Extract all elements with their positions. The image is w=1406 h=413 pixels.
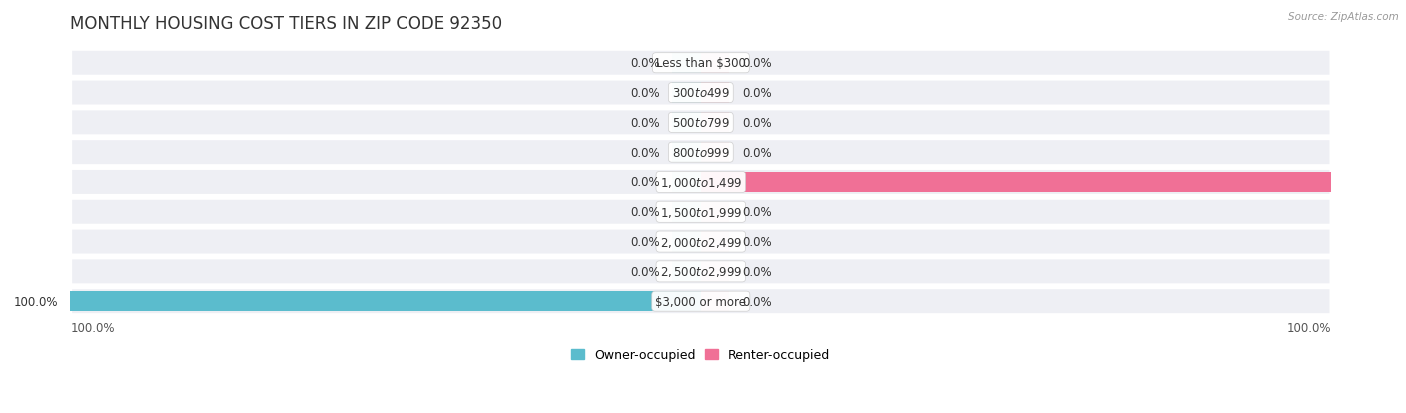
Legend: Owner-occupied, Renter-occupied: Owner-occupied, Renter-occupied bbox=[567, 343, 835, 366]
FancyBboxPatch shape bbox=[70, 109, 1331, 137]
FancyBboxPatch shape bbox=[70, 50, 1331, 77]
Text: 0.0%: 0.0% bbox=[630, 235, 659, 249]
Bar bbox=[700, 261, 730, 282]
Text: 100.0%: 100.0% bbox=[70, 322, 115, 335]
Bar bbox=[672, 113, 700, 133]
Bar bbox=[700, 83, 730, 103]
Text: MONTHLY HOUSING COST TIERS IN ZIP CODE 92350: MONTHLY HOUSING COST TIERS IN ZIP CODE 9… bbox=[70, 15, 502, 33]
FancyBboxPatch shape bbox=[70, 80, 1331, 107]
Text: $2,000 to $2,499: $2,000 to $2,499 bbox=[659, 235, 742, 249]
FancyBboxPatch shape bbox=[70, 139, 1331, 166]
Bar bbox=[700, 54, 730, 74]
Text: 0.0%: 0.0% bbox=[630, 176, 659, 189]
Text: 0.0%: 0.0% bbox=[630, 87, 659, 100]
Text: 100.0%: 100.0% bbox=[1286, 322, 1331, 335]
Text: $1,500 to $1,999: $1,500 to $1,999 bbox=[659, 205, 742, 219]
Text: Source: ZipAtlas.com: Source: ZipAtlas.com bbox=[1288, 12, 1399, 22]
Bar bbox=[672, 232, 700, 252]
Text: 0.0%: 0.0% bbox=[742, 116, 772, 130]
Text: 0.0%: 0.0% bbox=[742, 57, 772, 70]
Bar bbox=[70, 291, 700, 311]
Bar bbox=[672, 172, 700, 192]
Bar bbox=[700, 232, 730, 252]
Text: $300 to $499: $300 to $499 bbox=[672, 87, 730, 100]
Text: 0.0%: 0.0% bbox=[742, 146, 772, 159]
FancyBboxPatch shape bbox=[70, 169, 1331, 196]
Text: 0.0%: 0.0% bbox=[630, 206, 659, 219]
Text: 0.0%: 0.0% bbox=[742, 235, 772, 249]
Text: 0.0%: 0.0% bbox=[742, 265, 772, 278]
Text: $2,500 to $2,999: $2,500 to $2,999 bbox=[659, 265, 742, 279]
Bar bbox=[672, 54, 700, 74]
Text: $500 to $799: $500 to $799 bbox=[672, 116, 730, 130]
FancyBboxPatch shape bbox=[70, 288, 1331, 315]
Text: 0.0%: 0.0% bbox=[742, 206, 772, 219]
Bar bbox=[700, 142, 730, 163]
Bar bbox=[672, 202, 700, 222]
FancyBboxPatch shape bbox=[70, 258, 1331, 285]
Text: 0.0%: 0.0% bbox=[630, 265, 659, 278]
Text: 0.0%: 0.0% bbox=[742, 87, 772, 100]
Text: 100.0%: 100.0% bbox=[13, 295, 58, 308]
Bar bbox=[672, 83, 700, 103]
Text: $1,000 to $1,499: $1,000 to $1,499 bbox=[659, 176, 742, 190]
Text: 0.0%: 0.0% bbox=[742, 295, 772, 308]
Text: $3,000 or more: $3,000 or more bbox=[655, 295, 747, 308]
Bar bbox=[700, 113, 730, 133]
Text: 100.0%: 100.0% bbox=[1344, 176, 1393, 189]
Bar bbox=[672, 261, 700, 282]
Text: 0.0%: 0.0% bbox=[630, 116, 659, 130]
Bar bbox=[700, 202, 730, 222]
Bar bbox=[700, 291, 730, 311]
Text: 0.0%: 0.0% bbox=[630, 57, 659, 70]
Text: Less than $300: Less than $300 bbox=[655, 57, 745, 70]
Bar bbox=[672, 142, 700, 163]
FancyBboxPatch shape bbox=[70, 199, 1331, 226]
Bar bbox=[700, 172, 1331, 192]
Text: $800 to $999: $800 to $999 bbox=[672, 146, 730, 159]
Text: 0.0%: 0.0% bbox=[630, 146, 659, 159]
FancyBboxPatch shape bbox=[70, 228, 1331, 256]
